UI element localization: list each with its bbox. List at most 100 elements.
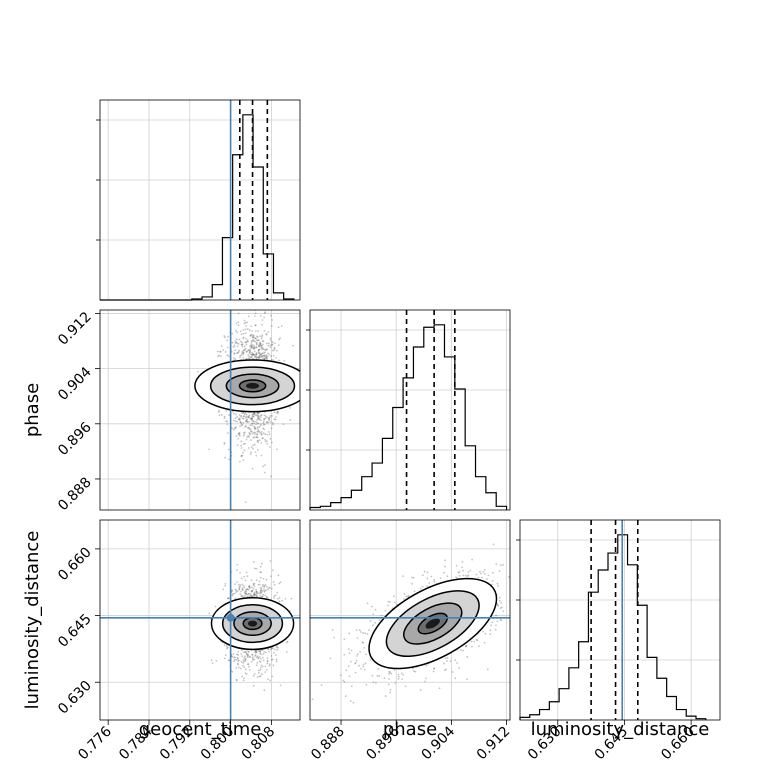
sample-point [451,671,454,673]
sample-point [277,326,280,329]
sample-point [285,651,288,653]
sample-point [478,645,480,647]
sample-point [496,620,499,623]
sample-point [231,592,234,595]
sample-point [240,455,243,457]
sample-point [250,418,253,421]
sample-point [247,663,250,666]
sample-point [364,632,367,635]
sample-point [222,349,225,351]
sample-point [258,352,261,355]
sample-point [247,416,250,418]
sample-point [237,418,240,420]
sample-point [263,348,266,351]
sample-point [265,668,268,671]
sample-point [226,339,229,342]
sample-point [477,576,480,579]
sample-point [263,689,266,692]
sample-point [411,582,414,585]
sample-point [255,656,258,659]
sample-point [424,680,426,683]
sample-point [252,587,255,590]
sample-point [497,605,499,607]
sample-point [223,441,226,444]
sample-point [231,590,233,592]
sample-point [245,652,248,655]
sample-point [248,665,250,668]
sample-point [241,595,244,598]
sample-point [261,334,264,337]
sample-point [259,343,262,346]
y-tick-label: 0.904 [55,364,95,404]
sample-point [348,652,351,655]
sample-point [262,659,265,662]
sample-point [265,356,268,359]
sample-point [284,597,287,600]
sample-point [260,653,262,656]
sample-point [254,414,257,417]
sample-point [266,659,269,662]
sample-point [274,418,277,421]
sample-point [249,349,252,352]
sample-point [259,424,262,427]
sample-point [240,354,243,356]
sample-point [257,583,260,586]
sample-point [270,587,273,590]
sample-point [252,420,254,423]
sample-point [240,447,243,449]
sample-point [266,442,269,445]
sample-point [266,433,269,436]
sample-point [267,344,270,347]
sample-point [289,406,291,409]
sample-point [482,630,484,633]
sample-point [271,675,274,678]
sample-point [240,444,243,447]
sample-point [226,423,229,426]
sample-point [414,670,417,673]
sample-point [235,329,237,332]
sample-point [252,347,255,350]
sample-point [255,354,257,357]
sample-point [240,414,243,417]
sample-point [271,441,273,444]
sample-point [254,340,257,343]
sample-point [217,355,220,358]
sample-point [241,423,244,426]
sample-point [356,653,359,656]
sample-point [272,359,275,362]
sample-point [496,582,499,585]
sample-point [232,653,235,655]
sample-point [260,352,263,355]
sample-point [495,563,498,565]
sample-point [261,433,263,436]
sample-point [282,423,285,426]
density-peak [247,620,258,627]
x-axis-label-geocent_time: geocent_time [139,719,262,740]
sample-point [475,638,478,641]
sample-point [249,433,251,436]
sample-point [257,352,260,354]
sample-point [210,659,213,662]
sample-point [243,584,245,587]
sample-point [249,432,251,435]
sample-point [259,668,262,671]
sample-point [242,353,245,356]
sample-point [267,650,270,653]
sample-point [244,655,246,658]
sample-point [476,639,479,642]
sample-point [250,439,252,441]
sample-point [261,656,264,659]
sample-point [473,640,476,643]
sample-point [257,412,259,415]
sample-point [517,616,519,618]
sample-point [260,649,263,652]
sample-point [251,595,254,598]
sample-point [223,657,226,660]
sample-point [400,672,403,675]
sample-point [449,660,452,663]
sample-point [243,319,246,322]
sample-point [277,646,279,649]
sample-point [402,575,404,578]
sample-point [274,342,276,345]
sample-point [254,337,257,340]
